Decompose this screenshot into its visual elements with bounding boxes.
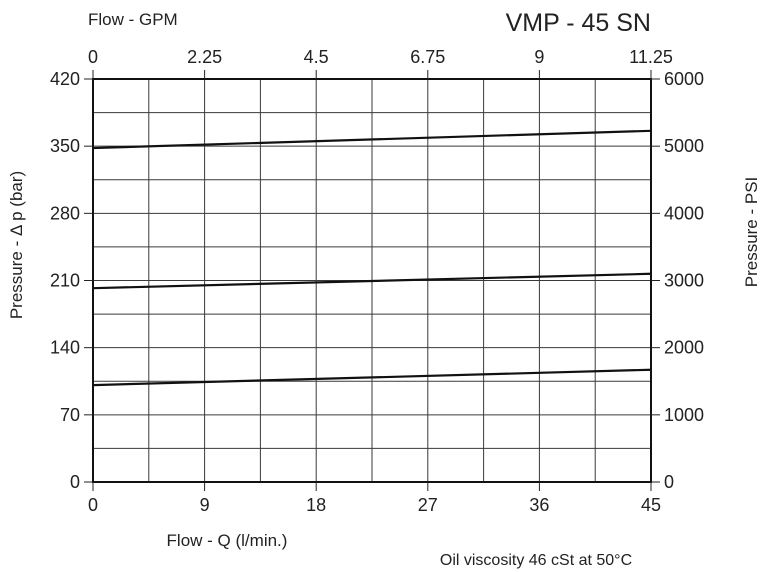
x2-tick-label: 9 <box>534 47 544 67</box>
x2-tick-label: 2.25 <box>187 47 222 67</box>
series-line-3 <box>92 368 652 387</box>
x2-tick-label: 11.25 <box>629 47 673 67</box>
viscosity-note: Oil viscosity 46 cSt at 50°C <box>440 552 632 569</box>
y2-tick-label: 4000 <box>664 203 704 223</box>
x-tick-label: 27 <box>418 495 438 515</box>
chart-title: VMP - 45 SN <box>506 9 651 37</box>
y-tick-label: 140 <box>50 338 80 358</box>
y2-tick-label: 3000 <box>664 271 704 291</box>
x2-tick-label: 6.75 <box>410 47 445 67</box>
tick-labels: 0 9 18 27 36 450 2.25 4.5 6.75 9 11.25070140210280… <box>50 47 704 515</box>
y-tick-label: 70 <box>60 405 80 425</box>
x-tick-label: 36 <box>529 495 549 515</box>
y-tick-label: 350 <box>50 136 80 156</box>
y2-tick-label: 1000 <box>664 405 704 425</box>
x2-tick-label: 4.5 <box>304 47 329 67</box>
x-tick-label: 45 <box>641 495 661 515</box>
ticks <box>84 70 660 491</box>
y-tick-label: 210 <box>50 271 80 291</box>
y-tick-label: 420 <box>50 69 80 89</box>
y2-axis-title: Pressure - PSI <box>742 177 760 288</box>
y2-tick-label: 5000 <box>664 136 704 156</box>
series-line-2 <box>92 272 652 290</box>
y2-tick-label: 6000 <box>664 69 704 89</box>
y-tick-label: 0 <box>70 472 80 492</box>
x-tick-label: 9 <box>200 495 210 515</box>
y2-tick-label: 0 <box>664 472 674 492</box>
y-axis-title: Pressure - Δ p (bar) <box>7 171 26 319</box>
x-tick-label: 0 <box>88 495 98 515</box>
x-tick-label: 18 <box>306 495 326 515</box>
x-axis-title: Flow - Q (l/min.) <box>167 531 288 550</box>
y2-tick-label: 2000 <box>664 338 704 358</box>
x2-tick-label: 0 <box>88 47 98 67</box>
y-tick-label: 280 <box>50 203 80 223</box>
series-line-1 <box>92 129 652 150</box>
x2-axis-title: Flow - GPM <box>88 10 178 29</box>
series-lines <box>92 129 652 387</box>
